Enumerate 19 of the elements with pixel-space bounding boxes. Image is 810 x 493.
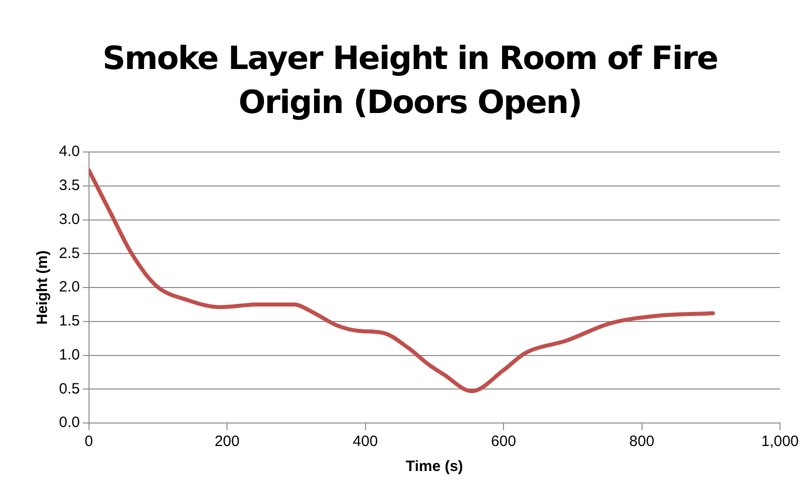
line-series [88, 168, 715, 394]
x-tick-label: 800 [629, 433, 654, 450]
y-tick-label: 1.5 [58, 312, 80, 330]
y-tick-label: 0.5 [58, 380, 80, 398]
y-tick-label: 0.0 [58, 414, 80, 432]
y-tick-label: 3.5 [58, 177, 80, 194]
x-tick-label: 1,000 [761, 433, 799, 450]
y-tick-label: 3.0 [58, 210, 80, 228]
y-tick-label: 4.0 [58, 143, 80, 160]
x-tick-label: 200 [214, 433, 240, 450]
x-tick-label: 600 [491, 433, 516, 450]
x-tick-label: 400 [352, 433, 378, 450]
y-tick-label: 2.0 [58, 278, 80, 296]
y-tick-label: 1.0 [58, 346, 80, 364]
y-tick-label: 2.5 [58, 244, 80, 262]
y-axis-title: Height (m) [34, 250, 52, 325]
x-axis-title: Time (s) [406, 458, 464, 476]
chart-title: Smoke Layer Height in Room of Fire Origin (Doors Open) [101, 38, 719, 123]
x-tick-label: 0 [84, 433, 94, 450]
